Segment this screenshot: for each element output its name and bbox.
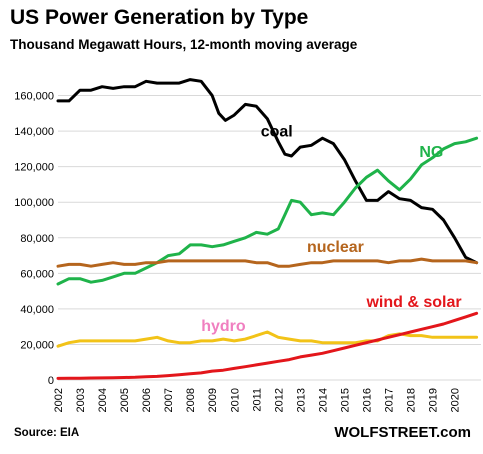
x-tick-label: 2014 (317, 388, 329, 412)
x-tick-label: 2017 (383, 388, 395, 412)
x-tick-label: 2010 (229, 388, 241, 412)
x-tick-label: 2018 (406, 388, 418, 412)
x-tick-label: 2002 (53, 388, 65, 412)
y-tick-label: 60,000 (20, 268, 54, 280)
y-tick-label: 0 (48, 375, 54, 387)
x-tick-label: 2005 (119, 388, 131, 412)
series-label-nuclear: nuclear (307, 239, 364, 256)
x-tick-label: 2008 (185, 388, 197, 412)
y-tick-label: 80,000 (20, 233, 54, 245)
series-line-wind-solar (56, 311, 479, 380)
x-tick-label: 2009 (207, 388, 219, 412)
x-tick-label: 2013 (295, 388, 307, 412)
y-tick-label: 120,000 (14, 162, 54, 174)
x-tick-label: 2012 (273, 388, 285, 412)
series-line-ng (56, 136, 479, 286)
y-tick-label: 20,000 (20, 339, 54, 351)
series-line-coal (56, 78, 479, 265)
series-line-nuclear (56, 257, 479, 268)
brand-watermark: WOLFSTREET.com (334, 424, 471, 441)
series-label-hydro: hydro (201, 318, 246, 335)
x-tick-label: 2019 (428, 388, 440, 412)
x-tick-label: 2020 (450, 388, 462, 412)
source-note: Source: EIA (14, 427, 80, 439)
x-tick-label: 2016 (361, 388, 373, 412)
y-tick-label: 40,000 (20, 304, 54, 316)
y-tick-label: 100,000 (14, 197, 54, 209)
y-tick-label: 160,000 (14, 91, 54, 103)
series-label-ng: NG (419, 144, 443, 161)
chart-subtitle: Thousand Megawatt Hours, 12-month moving… (10, 37, 358, 52)
x-tick-label: 2007 (163, 388, 175, 412)
series-label-coal: coal (261, 123, 293, 140)
chart-title: US Power Generation by Type (10, 6, 309, 29)
x-tick-label: 2006 (141, 388, 153, 412)
x-tick-label: 2015 (339, 388, 351, 412)
series-line-hydro (56, 330, 479, 348)
x-tick-label: 2003 (75, 388, 87, 412)
x-tick-label: 2004 (97, 388, 109, 412)
x-tick-label: 2011 (251, 388, 263, 412)
y-tick-label: 140,000 (14, 126, 54, 138)
series-label-wind-solar: wind & solar (365, 294, 461, 311)
